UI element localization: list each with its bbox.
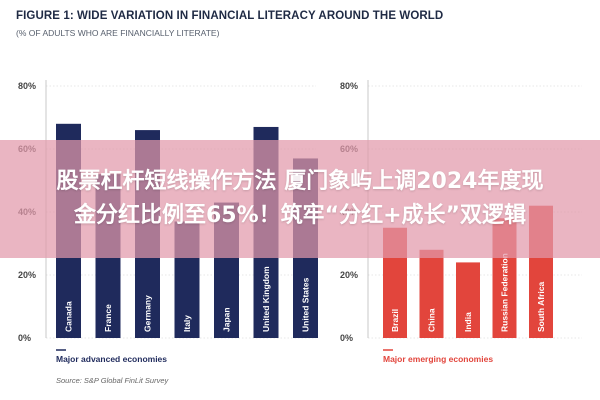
bar-category-label: South Africa [536,282,546,332]
figure-subtitle: (% OF ADULTS WHO ARE FINANCIALLY LITERAT… [16,28,220,38]
figure-title: FIGURE 1: WIDE VARIATION IN FINANCIAL LI… [16,10,444,22]
headline-line-2[interactable]: 金分红比例至65%！筑牢“分红+成长”双逻辑 [73,203,526,228]
bar-category-label: Italy [182,315,192,332]
bar-china [419,249,444,338]
y-tick-label: 20% [18,270,36,280]
bar-category-label: Japan [222,307,232,332]
bar-category-label: Brazil [390,309,400,332]
headline-line-1[interactable]: 股票杠杆短线操作方法 厦门象屿上调2024年度现 [56,169,544,194]
y-tick-label: 0% [18,333,31,343]
bar-category-label: Canada [64,301,74,332]
bar-category-label: France [103,304,113,332]
y-tick-label: 80% [340,81,358,91]
y-tick-label: 0% [340,333,353,343]
y-tick-label: 20% [340,270,358,280]
group-label: Major emerging economies [383,354,493,364]
bar-category-label: India [463,312,473,332]
bar-category-label: United Kingdom [261,266,271,332]
headline-overlay-banner[interactable]: 股票杠杆短线操作方法 厦门象屿上调2024年度现 金分红比例至65%！筑牢“分红… [0,140,600,258]
bar-category-label: Russian Federation [500,253,510,332]
bar-category-label: China [427,308,437,332]
bar-category-label: Germany [143,295,153,332]
y-tick-label: 80% [18,81,36,91]
source-note: Source: S&P Global FinLit Survey [56,376,169,385]
group-label: Major advanced economies [56,354,167,364]
bar-india [456,262,480,338]
bar-category-label: United States [301,277,311,332]
